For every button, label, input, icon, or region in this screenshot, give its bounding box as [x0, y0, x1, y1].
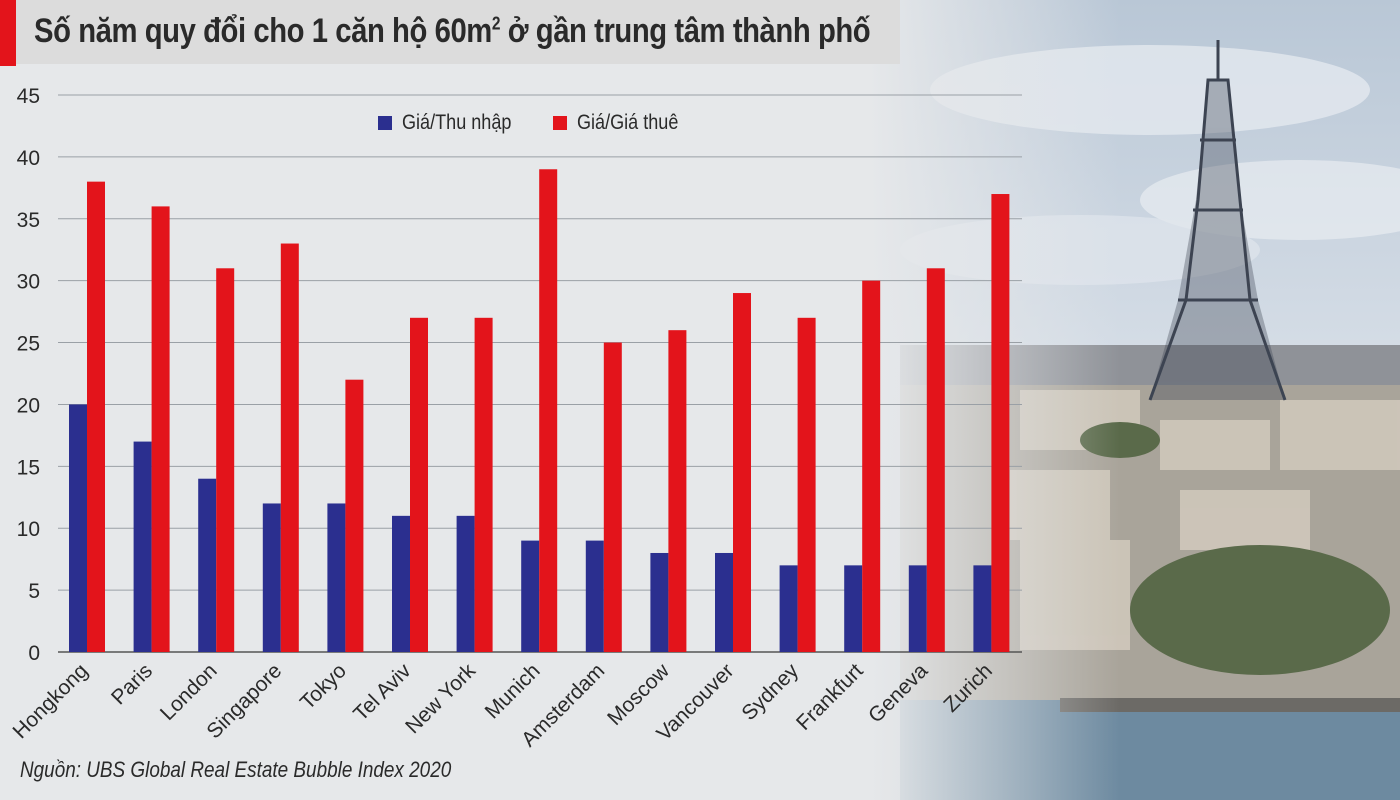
x-tick-label: Hongkong: [9, 659, 93, 743]
y-tick-label: 25: [17, 333, 40, 356]
chart-title: Số năm quy đổi cho 1 căn hộ 60m2 ở gần t…: [34, 12, 871, 50]
bar-price-income: [908, 565, 927, 652]
bar-price-rent: [474, 317, 493, 652]
x-tick-label: Munich: [481, 659, 545, 723]
bar-price-income: [585, 540, 604, 652]
bar-price-rent: [280, 243, 299, 653]
y-tick-label: 10: [17, 518, 40, 541]
y-tick-label: 40: [17, 147, 40, 170]
bar-price-rent: [668, 330, 687, 652]
legend-swatch-rent: [553, 116, 567, 130]
bar-price-income: [456, 515, 475, 652]
y-tick-label: 35: [17, 209, 40, 232]
bar-price-income: [262, 503, 281, 652]
bar-price-rent: [926, 268, 945, 652]
bar-price-income: [69, 404, 87, 652]
bar-price-income: [327, 503, 346, 652]
y-tick-label: 45: [17, 85, 40, 108]
x-tick-label: Geneva: [864, 659, 932, 727]
legend-label-rent: Giá/Giá thuê: [577, 111, 679, 134]
bar-price-rent: [345, 379, 364, 652]
bar-price-rent: [87, 181, 105, 652]
bar-price-income: [392, 515, 410, 652]
legend-item-rent: Giá/Giá thuê: [553, 110, 695, 136]
x-tick-label: Sydney: [737, 659, 803, 725]
x-tick-label: London: [156, 659, 222, 725]
y-tick-label: 30: [17, 271, 40, 294]
bar-price-rent: [410, 317, 428, 652]
x-tick-label: New York: [401, 659, 480, 738]
bar-price-income: [715, 552, 733, 652]
x-tick-label: Zurich: [939, 659, 997, 717]
bar-price-income: [133, 441, 152, 652]
bar-price-rent: [991, 194, 1010, 652]
bar-price-income: [650, 552, 669, 652]
bar-price-income: [844, 565, 863, 652]
bar-price-income: [973, 565, 992, 652]
source-note: Nguồn: UBS Global Real Estate Bubble Ind…: [20, 757, 452, 782]
x-tick-label: Frankfurt: [792, 659, 868, 735]
bar-price-rent: [151, 206, 170, 652]
title-accent-stripe: [0, 0, 16, 66]
bar-price-rent: [539, 169, 558, 652]
legend-swatch-income: [378, 116, 392, 130]
bar-price-income: [198, 478, 217, 652]
y-tick-label: 5: [28, 580, 40, 603]
y-tick-label: 0: [28, 642, 40, 665]
legend-item-income: Giá/Thu nhập: [378, 110, 529, 136]
x-tick-label: Tel Aviv: [349, 659, 416, 726]
legend-label-income: Giá/Thu nhập: [402, 111, 512, 134]
x-tick-label: Paris: [107, 659, 157, 709]
y-tick-label: 15: [17, 456, 40, 479]
bar-price-rent: [733, 293, 751, 652]
bar-price-income: [779, 565, 798, 652]
bar-price-rent: [603, 342, 622, 652]
bar-price-income: [521, 540, 540, 652]
y-tick-label: 20: [17, 394, 40, 417]
x-tick-label: Tokyo: [296, 659, 351, 714]
bar-price-rent: [216, 268, 235, 652]
bar-price-rent: [797, 317, 816, 652]
bar-price-rent: [862, 280, 881, 652]
title-bar: [0, 0, 900, 64]
